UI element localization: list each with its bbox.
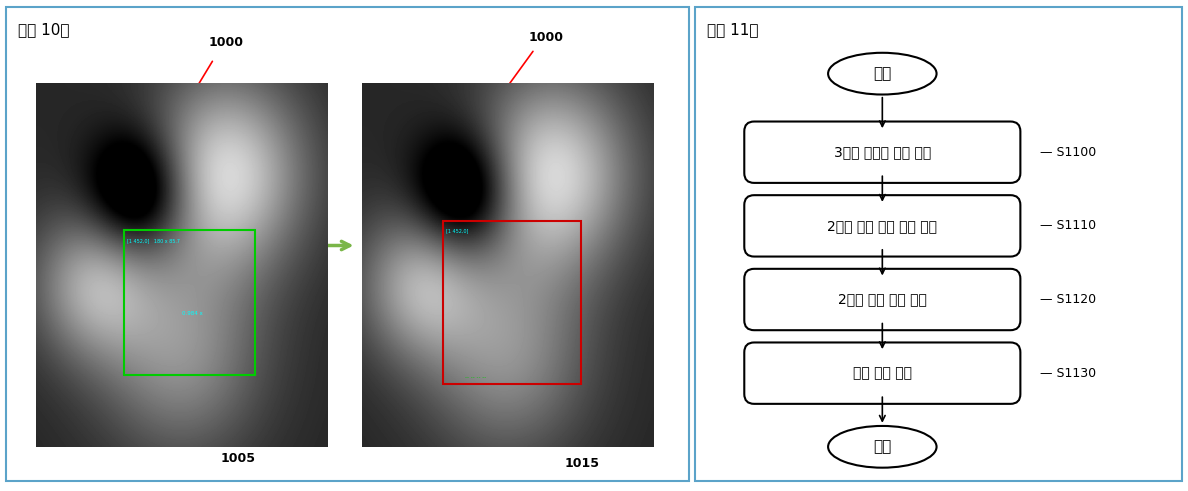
Text: 1015: 1015 bbox=[564, 457, 600, 469]
FancyBboxPatch shape bbox=[744, 343, 1020, 404]
Ellipse shape bbox=[828, 426, 936, 467]
Text: 1005: 1005 bbox=[220, 452, 255, 464]
Text: — S1110: — S1110 bbox=[1041, 219, 1097, 232]
Text: — S1130: — S1130 bbox=[1041, 367, 1097, 380]
Text: 2차원 부품 검사 영상 획득: 2차원 부품 검사 영상 획득 bbox=[827, 219, 937, 233]
FancyBboxPatch shape bbox=[744, 269, 1020, 330]
Text: 시작: 시작 bbox=[873, 66, 891, 81]
Text: -- -- -- --: -- -- -- -- bbox=[465, 375, 486, 380]
Text: [1 452,0]: [1 452,0] bbox=[446, 228, 473, 233]
Text: — S1100: — S1100 bbox=[1041, 146, 1097, 159]
Text: — S1120: — S1120 bbox=[1041, 293, 1097, 306]
Text: [1 452,0]   180 x 85.7: [1 452,0] 180 x 85.7 bbox=[127, 239, 179, 244]
Bar bbox=[443, 220, 581, 384]
Text: 0.984 x: 0.984 x bbox=[182, 311, 203, 317]
Text: 2차원 기준 영상 생성: 2차원 기준 영상 생성 bbox=[838, 293, 927, 306]
FancyBboxPatch shape bbox=[744, 195, 1020, 256]
FancyBboxPatch shape bbox=[6, 7, 689, 481]
FancyBboxPatch shape bbox=[695, 7, 1182, 481]
Bar bbox=[124, 230, 254, 375]
FancyBboxPatch shape bbox=[744, 122, 1020, 183]
Text: 종료: 종료 bbox=[873, 439, 891, 454]
Text: 3차원 무결점 영상 획득: 3차원 무결점 영상 획득 bbox=[834, 145, 931, 159]
Text: 【도 11】: 【도 11】 bbox=[707, 22, 758, 37]
Ellipse shape bbox=[828, 53, 936, 95]
Text: 부품 결합 판단: 부품 결합 판단 bbox=[853, 366, 912, 380]
Text: 1000: 1000 bbox=[208, 36, 244, 49]
Text: 1000: 1000 bbox=[529, 31, 564, 44]
Text: 【도 10】: 【도 10】 bbox=[18, 22, 69, 37]
